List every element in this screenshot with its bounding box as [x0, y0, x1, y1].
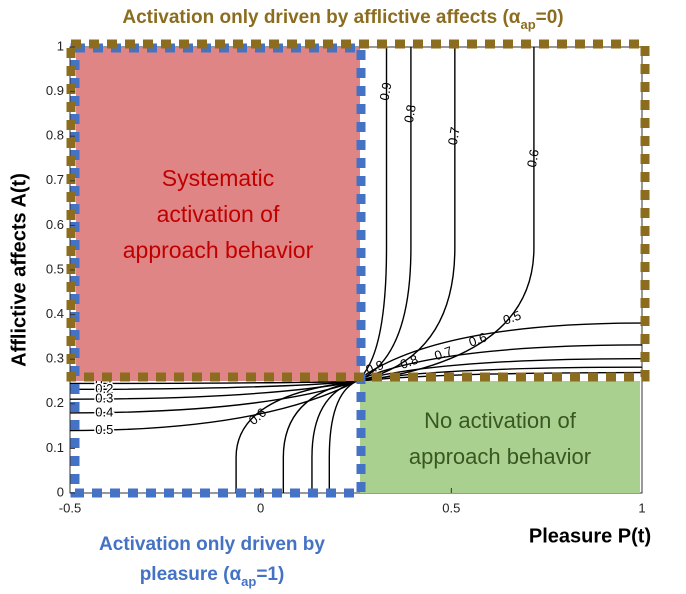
contour-line [69, 380, 357, 385]
y-tick-label: 0.7 [46, 172, 64, 187]
y-tick-label: 1 [57, 38, 64, 53]
bottom-end: =1) [256, 564, 284, 585]
y-tick-label: 0.3 [46, 351, 64, 366]
contour-label: 0.6 [467, 329, 489, 349]
y-tick-label: 0 [57, 484, 64, 499]
top-text: Activation only driven by afflictive aff… [122, 7, 520, 28]
contour-label: 0.7 [445, 126, 463, 146]
top-sub: ap [520, 17, 535, 32]
x-tick-label: 0.5 [442, 500, 460, 515]
contour-line [355, 47, 412, 383]
ticks: -0.5 0 0.5 100.10.20.30.40.50.60.70.80.91 [46, 38, 646, 515]
x-tick-label: 0 [257, 500, 264, 515]
x-axis-label: Pleasure P(t) [529, 525, 651, 547]
y-axis-label: Afflictive affects A(t) [8, 173, 30, 367]
contour-line [328, 380, 357, 493]
bottom-annotation: Activation only driven by [99, 534, 325, 555]
contour-label: 0.2 [95, 381, 113, 396]
bottom-sub: ap [241, 574, 256, 589]
y-tick-label: 0.5 [46, 261, 64, 276]
y-tick-label: 0.2 [46, 395, 64, 410]
green-region [360, 381, 640, 493]
green-region-label: No activation of [424, 408, 577, 433]
top-annotation: Activation only driven by afflictive aff… [122, 7, 563, 32]
y-tick-label: 0.8 [46, 128, 64, 143]
red-region [76, 48, 360, 381]
y-tick-label: 0.1 [46, 440, 64, 455]
contour-label: 0.5 [95, 422, 113, 437]
green-region-label: approach behavior [409, 444, 591, 469]
contour-label: 0.7 [432, 343, 454, 363]
x-tick-label: 1 [638, 500, 645, 515]
red-region-label: Systematic [162, 165, 274, 191]
contour-line [69, 380, 357, 432]
contour-label: 0.5 [501, 307, 523, 327]
red-region-label: activation of [157, 201, 280, 227]
contour-label: 0.8 [401, 104, 419, 124]
contour-line [69, 380, 357, 391]
contour-line [311, 380, 357, 493]
contour-line [282, 380, 357, 493]
contour-label: 0.9 [364, 357, 386, 377]
red-region-label: approach behavior [123, 237, 314, 263]
top-end: =0) [536, 7, 564, 28]
contour-line [235, 380, 357, 493]
y-tick-label: 0.4 [46, 306, 64, 321]
blue-dashed-box [70, 43, 366, 498]
contour-label: 0.3 [95, 391, 113, 406]
bottom-annotation: pleasure (αap=1) [140, 564, 285, 589]
brown-dashed-box [66, 39, 650, 382]
y-tick-label: 0.6 [46, 217, 64, 232]
contour-line [355, 47, 535, 383]
contour-label: 0.9 [377, 81, 395, 101]
x-tick-label: -0.5 [59, 500, 81, 515]
contour-label: 0.4 [95, 404, 113, 419]
bottom-text: pleasure (α [140, 564, 242, 585]
contour-label: 0.6 [524, 148, 542, 168]
y-tick-label: 0.9 [46, 83, 64, 98]
contour-label: 0.8 [398, 352, 420, 372]
